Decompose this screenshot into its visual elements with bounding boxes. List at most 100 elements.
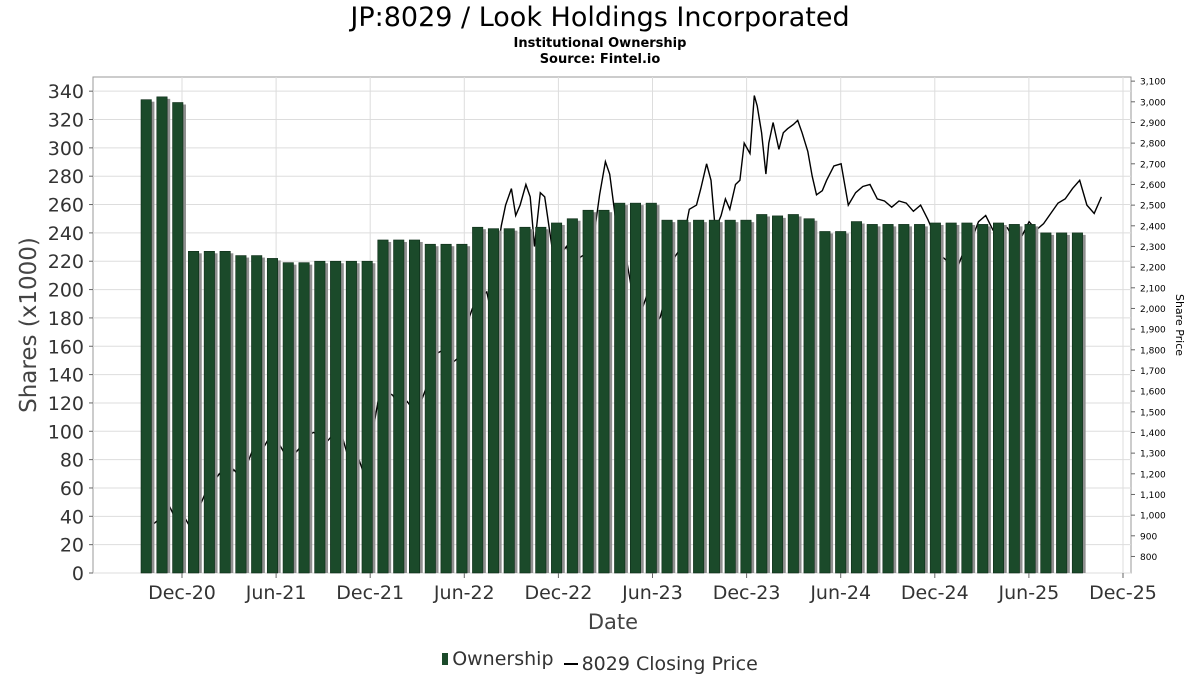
- ownership-bar: [409, 239, 421, 574]
- ownership-bar: [850, 221, 862, 574]
- ownership-bar: [266, 258, 278, 574]
- ownership-bar: [503, 228, 515, 574]
- ownership-bar: [598, 209, 610, 574]
- ownership-bar: [156, 96, 168, 574]
- ownership-bar: [835, 231, 847, 574]
- x-tick-label: Dec-25: [1089, 582, 1157, 604]
- ownership-bar: [661, 219, 673, 574]
- legend-item-ownership: Ownership: [442, 648, 554, 670]
- legend-label-price: 8029 Closing Price: [581, 653, 758, 675]
- y2-tick-label: 1,600: [1140, 388, 1166, 398]
- ownership-bar: [314, 260, 326, 574]
- ownership-bar: [803, 218, 815, 574]
- chart-title: JP:8029 / Look Holdings Incorporated: [350, 2, 850, 33]
- y2-tick-label: 1,800: [1140, 346, 1166, 356]
- ownership-bar: [472, 226, 484, 574]
- ownership-bar: [582, 209, 594, 574]
- x-tick-label: Dec-24: [901, 582, 969, 604]
- x-tick-label: Jun-25: [998, 582, 1060, 604]
- ownership-bar: [424, 243, 436, 574]
- y-tick-label: 300: [48, 138, 84, 160]
- y-tick-label: 60: [60, 478, 84, 500]
- ownership-bar: [629, 202, 642, 574]
- ownership-bar: [756, 214, 768, 574]
- x-tick-label: Dec-22: [524, 582, 592, 604]
- y2-tick-label: 2,100: [1140, 284, 1166, 294]
- ownership-bar: [898, 224, 910, 574]
- ownership-bar: [882, 224, 894, 574]
- y2-tick-label: 2,000: [1140, 305, 1166, 315]
- x-axis-label: Date: [588, 610, 638, 634]
- y2-tick-label: 2,300: [1140, 243, 1166, 253]
- y2-tick-label: 1,900: [1140, 326, 1166, 336]
- ownership-bar: [914, 224, 926, 574]
- legend: Ownership 8029 Closing Price: [0, 648, 1200, 675]
- legend-bar-swatch: [442, 653, 449, 665]
- ownership-bar: [724, 219, 736, 574]
- y2-tick-label: 2,900: [1140, 119, 1166, 129]
- ownership-bar: [977, 224, 989, 574]
- y2-tick-label: 1,700: [1140, 367, 1166, 377]
- ownership-bar: [361, 260, 373, 574]
- y2-tick-label: 1,400: [1140, 429, 1166, 439]
- ownership-bar: [535, 226, 547, 574]
- ownership-bar: [708, 219, 720, 574]
- ownership-bar: [945, 222, 957, 574]
- x-tick-label: Dec-23: [713, 582, 781, 604]
- ownership-bar: [614, 202, 626, 574]
- ownership-bar: [345, 260, 357, 574]
- y2-tick-label: 800: [1140, 553, 1157, 563]
- ownership-bar: [251, 255, 263, 574]
- y-tick-label: 220: [48, 251, 84, 273]
- ownership-bar: [551, 222, 563, 574]
- y-tick-label: 100: [48, 421, 84, 443]
- y-tick-label: 320: [48, 110, 84, 132]
- ownership-bar: [140, 99, 152, 574]
- legend-line-swatch: [563, 663, 578, 665]
- x-tick-label: Jun-23: [621, 582, 683, 604]
- chart-subtitle: Institutional Ownership: [513, 36, 687, 51]
- ownership-bar: [440, 243, 452, 574]
- ownership-bar: [961, 222, 973, 574]
- y-tick-label: 20: [60, 535, 84, 557]
- y-tick-label: 200: [48, 280, 84, 302]
- x-tick-label: Dec-21: [336, 582, 404, 604]
- x-tick-label: Jun-22: [433, 582, 495, 604]
- y-tick-label: 180: [48, 308, 84, 330]
- ownership-bar: [1056, 232, 1068, 574]
- x-tick-label: Jun-21: [245, 582, 307, 604]
- y2-tick-label: 3,100: [1140, 78, 1166, 88]
- ownership-bar: [282, 262, 294, 574]
- ownership-bar: [235, 255, 247, 574]
- y-tick-label: 80: [60, 450, 84, 472]
- ownership-bar: [203, 251, 215, 574]
- ownership-bar: [1040, 232, 1052, 574]
- x-tick-label: Jun-24: [809, 582, 871, 604]
- y2-axis-label: Share Price: [1173, 294, 1186, 356]
- y2-tick-label: 2,700: [1140, 160, 1166, 170]
- y-tick-label: 160: [48, 336, 84, 358]
- ownership-bar: [787, 214, 799, 574]
- y2-tick-label: 2,500: [1140, 202, 1166, 212]
- y2-tick-label: 2,800: [1140, 140, 1166, 150]
- y-tick-label: 140: [48, 365, 84, 387]
- ownership-bar: [772, 215, 784, 574]
- ownership-bar: [992, 222, 1005, 574]
- y2-tick-label: 1,100: [1140, 491, 1166, 501]
- y-tick-label: 340: [48, 81, 84, 103]
- y-tick-label: 280: [48, 166, 84, 188]
- ownership-bar: [377, 239, 389, 574]
- y2-tick-label: 2,200: [1140, 264, 1166, 274]
- y-tick-label: 40: [60, 506, 84, 528]
- ownership-bar: [330, 260, 342, 574]
- ownership-bar: [929, 222, 941, 574]
- y-axis-label: Shares (x1000): [16, 237, 42, 413]
- ownership-bar: [866, 224, 878, 574]
- y2-tick-label: 3,000: [1140, 98, 1166, 108]
- y-tick-label: 120: [48, 393, 84, 415]
- ownership-bar: [298, 262, 310, 574]
- x-tick-label: Dec-20: [148, 582, 216, 604]
- ownership-bar: [456, 243, 468, 574]
